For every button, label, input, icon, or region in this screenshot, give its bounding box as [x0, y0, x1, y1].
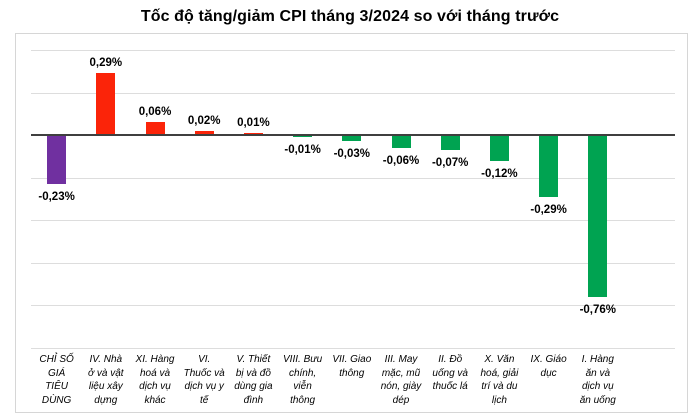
value-label: 0,01% [237, 116, 270, 129]
value-label: -0,12% [481, 167, 518, 180]
category-label: V. Thiết bị và đồ dùng gia đình [234, 354, 273, 406]
value-label: 0,06% [138, 106, 172, 119]
category-label: XI. Hàng hoá và dịch vụ khác [135, 354, 175, 406]
bar-5 [243, 132, 263, 135]
value-label: 0,29% [89, 57, 123, 70]
category-label: IV. Nhà ở và vật liệu xây dựng [88, 354, 124, 406]
value-label: -0,76% [579, 303, 617, 316]
category-label: X. Văn hoá, giải trí và du lịch [480, 354, 519, 406]
gridline [31, 262, 675, 264]
gridline [31, 220, 675, 221]
bar-9 [440, 135, 460, 150]
category-label: CHỈ SỐ GIÁ TIÊU DÙNG [39, 354, 74, 406]
category-label: III. May mặc, mũ nón, giày dép [380, 354, 422, 406]
bar-2 [96, 73, 116, 135]
value-label: -0,23% [38, 190, 75, 203]
bar-1 [47, 135, 67, 184]
chart-title: Tốc độ tăng/giảm CPI tháng 3/2024 so với… [140, 8, 560, 25]
category-label: VI. Thuốc và dịch vụ y tế [183, 354, 225, 406]
gridline [31, 50, 675, 51]
bar-11 [539, 135, 559, 197]
category-label: IX. Giáo dục [530, 354, 567, 379]
bar-6 [293, 135, 313, 138]
value-label: -0,03% [333, 148, 371, 161]
gridline [31, 305, 675, 306]
chart-card: -0,23% CHỈ SỐ GIÁ TIÊU DÙNG 0,29% IV. Nhà ở… [15, 33, 688, 413]
bar-12 [588, 135, 608, 297]
category-label: VII. Giao thông [332, 354, 372, 379]
gridline [31, 177, 675, 179]
value-label: 0,02% [187, 114, 221, 127]
category-label: I. Hàng ăn và dịch vụ ăn uống [579, 354, 616, 406]
category-label: VIII. Bưu chính, viễn thông [283, 354, 323, 406]
value-label: -0,06% [382, 154, 420, 167]
bar-7 [342, 135, 362, 142]
category-label: II. Đồ uống và thuốc lá [432, 354, 468, 392]
bar-10 [489, 135, 509, 161]
value-label: -0,29% [530, 203, 567, 216]
value-label: -0,01% [284, 144, 321, 157]
bar-4 [194, 130, 214, 135]
gridline [31, 92, 675, 94]
gridline [31, 347, 675, 349]
bar-8 [391, 135, 411, 148]
bar-3 [145, 122, 165, 135]
value-label: -0,07% [431, 156, 469, 169]
x-axis-line [31, 134, 675, 136]
